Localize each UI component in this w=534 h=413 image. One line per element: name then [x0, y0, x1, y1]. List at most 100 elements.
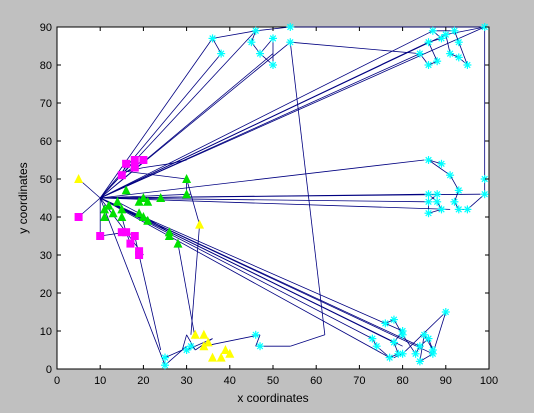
triangle-marker	[216, 352, 226, 362]
y-axis-label: y coordinates	[16, 162, 30, 233]
star-marker	[450, 197, 459, 206]
y-tick-label: 40	[40, 212, 52, 224]
star-marker	[269, 61, 277, 69]
x-tick-label: 0	[54, 375, 60, 387]
star-marker	[389, 315, 398, 324]
star-marker	[420, 330, 429, 339]
triangle-marker	[121, 185, 131, 195]
star-marker	[446, 49, 455, 58]
star-marker	[385, 353, 394, 362]
edge-line	[181, 334, 187, 351]
star-marker	[286, 38, 295, 47]
star-marker	[480, 190, 489, 199]
y-tick-label: 90	[40, 22, 52, 34]
star-marker	[441, 308, 450, 316]
triangle-marker	[199, 341, 209, 351]
star-marker	[247, 38, 256, 47]
triangle-marker	[220, 345, 230, 354]
edge-line	[289, 42, 326, 335]
x-tick-label: 30	[180, 375, 192, 387]
edge-line	[164, 349, 183, 358]
star-marker	[424, 38, 433, 47]
square-marker	[135, 247, 144, 256]
edge-line	[449, 175, 460, 191]
edge-line	[393, 342, 399, 354]
triangle-marker	[208, 352, 218, 362]
edge-line	[212, 38, 222, 54]
edge-line	[432, 311, 447, 354]
edge-line	[402, 334, 416, 355]
edge-line	[177, 243, 196, 339]
star-marker	[256, 342, 265, 351]
star-marker	[286, 23, 295, 31]
triangle-marker	[138, 212, 148, 221]
y-tick-label: 20	[40, 288, 52, 300]
triangle-marker	[143, 215, 153, 225]
x-tick-label: 10	[94, 375, 106, 387]
triangle-marker	[104, 200, 114, 210]
square-marker	[130, 163, 139, 172]
triangle-marker	[182, 189, 192, 199]
x-tick-label: 70	[353, 375, 365, 387]
star-marker	[433, 197, 442, 206]
y-tick-label: 0	[46, 364, 52, 376]
edge-line	[428, 159, 451, 176]
star-marker	[433, 190, 442, 199]
edge-line	[419, 353, 434, 362]
edge-line	[203, 334, 261, 347]
x-tick-label: 100	[480, 375, 498, 387]
triangle-marker	[108, 208, 118, 218]
edge-line	[428, 42, 438, 62]
square-marker	[74, 213, 83, 221]
edge-line	[100, 197, 429, 203]
x-tick-label: 20	[137, 375, 149, 387]
square-marker	[130, 232, 139, 240]
star-marker	[256, 49, 265, 58]
triangle-marker	[112, 196, 122, 206]
star-marker	[398, 330, 407, 339]
edge-line	[251, 30, 257, 43]
triangle-marker	[138, 193, 148, 202]
edge-line	[100, 26, 485, 199]
edge-line	[138, 254, 162, 351]
triangle-marker	[195, 219, 205, 229]
triangle-marker	[225, 348, 235, 358]
star-marker	[161, 353, 169, 362]
star-marker	[208, 34, 217, 43]
triangle-marker	[117, 204, 127, 214]
star-marker	[186, 342, 195, 351]
square-marker	[130, 156, 139, 164]
star-marker	[454, 38, 463, 47]
square-marker	[96, 232, 105, 240]
edge-line	[126, 171, 187, 180]
triangle-marker	[203, 337, 213, 347]
edge-line	[428, 159, 442, 165]
x-axis-label: x coordinates	[237, 391, 308, 405]
star-marker	[454, 186, 463, 195]
edge-line	[100, 34, 446, 199]
edge-line	[99, 30, 257, 199]
x-tick-label: 80	[396, 375, 408, 387]
star-marker	[454, 205, 463, 214]
y-tick-label: 60	[40, 136, 52, 148]
star-marker	[428, 26, 437, 35]
x-tick-label: 90	[440, 375, 452, 387]
triangle-marker	[190, 329, 200, 339]
edge-line	[100, 159, 425, 199]
triangle-marker	[134, 196, 144, 206]
star-marker	[446, 171, 455, 180]
star-marker	[463, 205, 472, 214]
square-marker	[117, 228, 126, 237]
edge-line	[169, 159, 187, 165]
edge-line	[100, 30, 434, 199]
edge-line	[212, 30, 256, 39]
triangle-marker	[100, 204, 110, 214]
edge-line	[190, 224, 200, 335]
square-marker	[126, 239, 135, 248]
star-marker	[441, 30, 450, 39]
axis-ticks: 0 10 20 30 40 50 60 70 80 90 100 0 10 20 30 40 50 60 70 80 9…	[40, 22, 498, 387]
star-marker	[415, 342, 424, 351]
y-tick-label: 80	[40, 60, 52, 72]
edge-line	[117, 201, 140, 214]
